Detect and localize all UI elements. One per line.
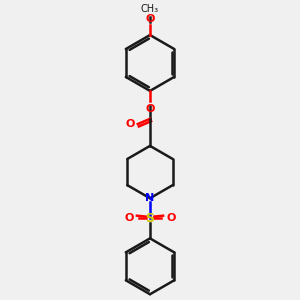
Text: CH₃: CH₃ — [141, 4, 159, 14]
Text: O: O — [145, 104, 155, 114]
Text: S: S — [146, 212, 154, 225]
Text: O: O — [124, 213, 134, 223]
Text: O: O — [145, 14, 155, 24]
Text: O: O — [167, 213, 176, 223]
Text: O: O — [126, 119, 135, 129]
Text: N: N — [146, 193, 154, 203]
